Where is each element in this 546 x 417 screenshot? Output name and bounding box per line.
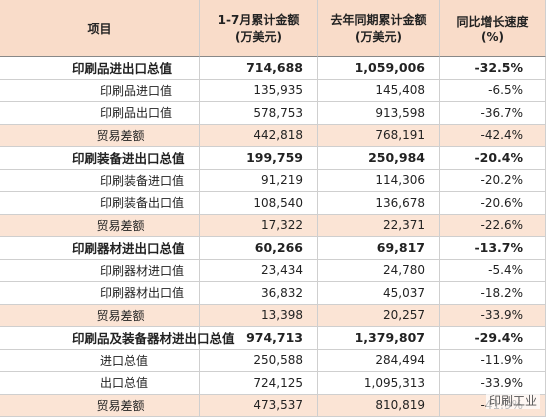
value-cell: 69,817 <box>318 237 440 260</box>
header-text: (万美元) <box>355 30 402 44</box>
value-cell: 24,780 <box>318 259 440 282</box>
value-cell: 250,588 <box>200 349 318 372</box>
header-cell: 去年同期累计金额 (万美元) <box>318 0 440 57</box>
value-cell: 578,753 <box>200 102 318 125</box>
header-text: 同比增长速度 <box>456 14 529 29</box>
row-label: 贸易差额 <box>0 214 200 237</box>
row-label: 印刷装备进口值 <box>0 169 200 192</box>
value-cell: -33.9% <box>440 304 546 327</box>
value-cell: -5.4% <box>440 259 546 282</box>
value-cell: -42.4% <box>440 124 546 147</box>
row-label: 进口总值 <box>0 349 200 372</box>
header-text: (%) <box>481 29 504 44</box>
value-cell: 45,037 <box>318 282 440 305</box>
header-cell: 项目 <box>0 0 200 57</box>
header-text: 项目 <box>87 21 112 36</box>
value-cell: 913,598 <box>318 102 440 125</box>
value-cell: -20.4% <box>440 147 546 170</box>
row-label: 贸易差额 <box>0 124 200 147</box>
value-cell: -6.5% <box>440 79 546 102</box>
value-cell: 284,494 <box>318 349 440 372</box>
row-label: 印刷品出口值 <box>0 102 200 125</box>
value-cell: 714,688 <box>200 57 318 80</box>
row-label: 出口总值 <box>0 372 200 395</box>
value-cell: 250,984 <box>318 147 440 170</box>
value-cell: -13.7% <box>440 237 546 260</box>
value-cell: 13,398 <box>200 304 318 327</box>
value-cell: 1,059,006 <box>318 57 440 80</box>
row-label: 印刷品进出口总值 <box>0 57 200 80</box>
value-cell: 724,125 <box>200 372 318 395</box>
value-cell: 135,935 <box>200 79 318 102</box>
value-cell: -36.7% <box>440 102 546 125</box>
value-cell: 108,540 <box>200 192 318 215</box>
header-cell: 1-7月累计金额 (万美元) <box>200 0 318 57</box>
header-text: 1-7月累计金额 <box>217 13 300 27</box>
value-cell: 1,095,313 <box>318 372 440 395</box>
row-label: 印刷品进口值 <box>0 79 200 102</box>
value-cell: -22.6% <box>440 214 546 237</box>
watermark: 印刷工业 <box>485 392 540 409</box>
value-cell: 23,434 <box>200 259 318 282</box>
value-cell: 1,379,807 <box>318 327 440 350</box>
value-cell: -20.6% <box>440 192 546 215</box>
header-text: 去年同期累计金额 <box>330 13 427 27</box>
value-cell: -18.2% <box>440 282 546 305</box>
value-cell: -29.4% <box>440 327 546 350</box>
row-label: 印刷装备进出口总值 <box>0 147 200 170</box>
value-cell: -11.9% <box>440 349 546 372</box>
value-cell: 22,371 <box>318 214 440 237</box>
row-label: 贸易差额 <box>0 394 200 417</box>
value-cell: 136,678 <box>318 192 440 215</box>
value-cell: 442,818 <box>200 124 318 147</box>
row-label: 贸易差额 <box>0 304 200 327</box>
value-cell: 810,819 <box>318 394 440 417</box>
row-label: 印刷装备出口值 <box>0 192 200 215</box>
value-cell: 60,266 <box>200 237 318 260</box>
row-label: 印刷器材出口值 <box>0 282 200 305</box>
value-cell: -20.2% <box>440 169 546 192</box>
value-cell: -32.5% <box>440 57 546 80</box>
row-label: 印刷器材进出口总值 <box>0 237 200 260</box>
header-cell: 同比增长速度 (%) <box>440 0 546 57</box>
value-cell: 145,408 <box>318 79 440 102</box>
value-cell: 974,713 <box>200 327 318 350</box>
value-cell: 768,191 <box>318 124 440 147</box>
row-label: 印刷器材进口值 <box>0 259 200 282</box>
value-cell: 473,537 <box>200 394 318 417</box>
row-label: 印刷品及装备器材进出口总值 <box>0 327 235 350</box>
value-cell: 36,832 <box>200 282 318 305</box>
value-cell: 20,257 <box>318 304 440 327</box>
value-cell: 199,759 <box>200 147 318 170</box>
value-cell: 114,306 <box>318 169 440 192</box>
value-cell: 17,322 <box>200 214 318 237</box>
header-text: (万美元) <box>235 30 282 44</box>
value-cell: 91,219 <box>200 169 318 192</box>
